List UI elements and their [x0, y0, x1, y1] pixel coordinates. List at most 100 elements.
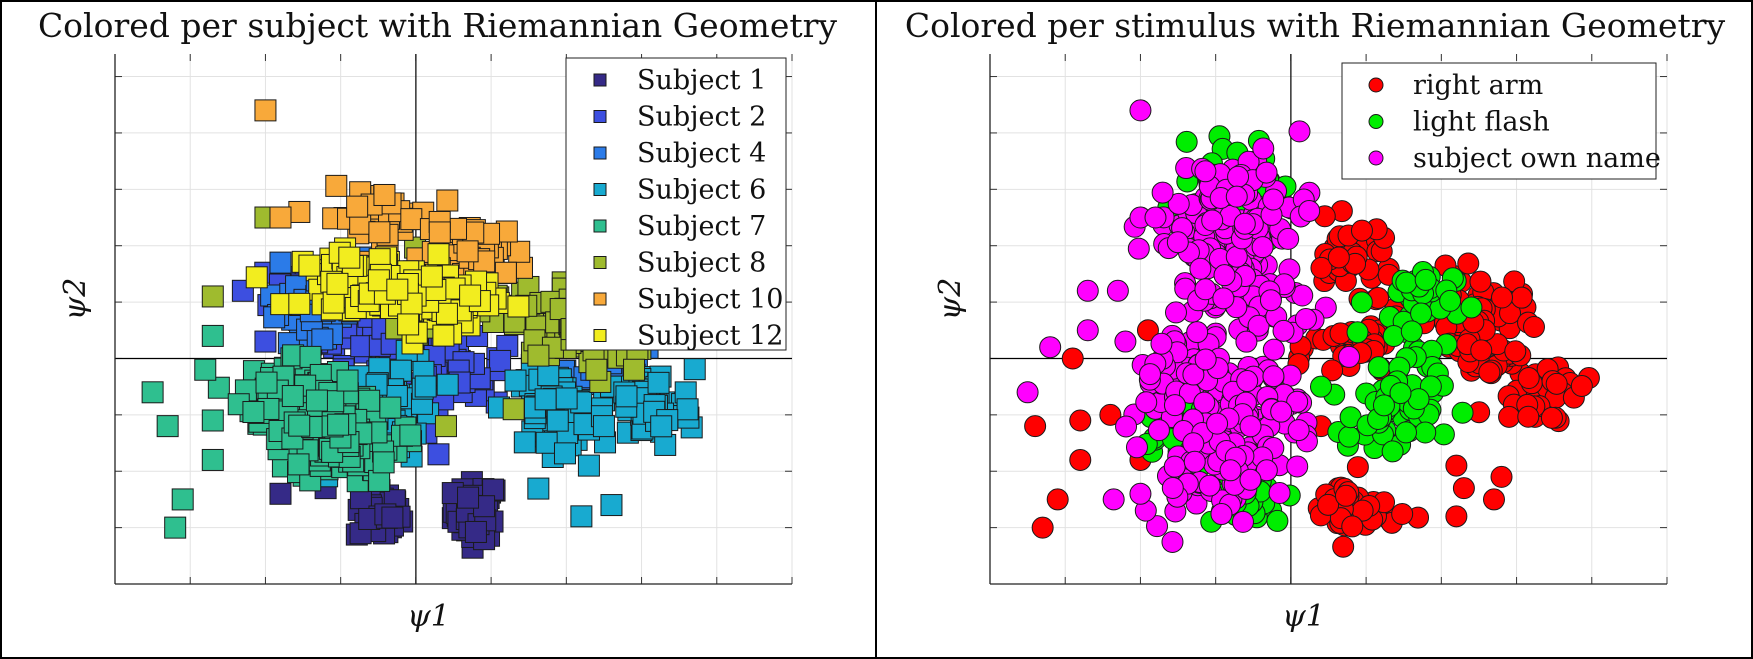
point-right-arm — [1498, 405, 1521, 428]
point-subject-own-name — [1114, 330, 1137, 353]
point-subject-6 — [513, 431, 536, 454]
point-subject-4 — [269, 251, 292, 274]
point-subject-own-name — [1270, 400, 1293, 423]
point-subject-own-name — [1039, 336, 1062, 359]
point-subject-own-name — [1129, 482, 1152, 505]
point-subject-10 — [325, 174, 348, 197]
point-subject-7 — [164, 516, 187, 539]
point-subject-own-name — [1225, 185, 1248, 208]
point-right-arm — [1504, 340, 1527, 363]
point-subject-6 — [570, 505, 593, 528]
point-light-flash — [1338, 425, 1361, 448]
legend-marker — [1368, 114, 1384, 129]
point-subject-1 — [269, 482, 292, 505]
point-subject-6 — [650, 415, 673, 438]
legend-marker — [1368, 77, 1384, 93]
point-subject-10 — [346, 195, 369, 218]
point-subject-7 — [194, 358, 217, 381]
point-subject-own-name — [1251, 236, 1274, 259]
point-subject-own-name — [1272, 319, 1295, 342]
point-subject-6 — [527, 477, 550, 500]
point-right-arm — [1490, 465, 1513, 488]
point-light-flash — [1394, 421, 1417, 444]
point-subject-own-name — [1239, 415, 1262, 438]
data-points — [141, 99, 706, 559]
point-light-flash — [1414, 421, 1437, 444]
legend-label: right arm — [1413, 70, 1543, 101]
point-subject-7 — [372, 451, 395, 474]
point-right-arm — [1469, 270, 1492, 293]
point-light-flash — [1460, 296, 1483, 319]
point-subject-10 — [269, 206, 292, 229]
point-right-arm — [1517, 405, 1540, 428]
point-subject-own-name — [1161, 530, 1184, 553]
point-subject-own-name — [1135, 391, 1158, 414]
point-subject-12 — [288, 292, 311, 315]
point-right-arm — [1046, 488, 1069, 511]
point-subject-2 — [254, 330, 277, 353]
point-subject-own-name — [1183, 450, 1206, 473]
point-right-arm — [1445, 454, 1468, 477]
point-subject-6 — [436, 373, 459, 396]
point-light-flash — [1367, 356, 1390, 379]
point-right-arm — [1470, 339, 1493, 362]
point-subject-4 — [311, 328, 334, 351]
point-subject-own-name — [1262, 365, 1285, 388]
point-light-flash — [1414, 268, 1437, 291]
point-right-arm — [1024, 415, 1047, 438]
point-subject-own-name — [1106, 279, 1129, 302]
point-subject-7 — [171, 488, 194, 511]
point-subject-own-name — [1163, 394, 1186, 417]
point-subject-own-name — [1186, 321, 1209, 344]
legend-label: light flash — [1413, 107, 1550, 138]
point-light-flash — [1266, 509, 1289, 532]
point-subject-own-name — [1163, 455, 1186, 478]
point-subject-own-name — [1255, 161, 1278, 184]
point-light-flash — [1381, 440, 1404, 463]
point-subject-own-name — [1288, 120, 1311, 143]
point-subject-own-name — [1147, 419, 1170, 442]
point-subject-own-name — [1161, 476, 1184, 499]
point-right-arm — [1334, 484, 1357, 507]
point-subject-own-name — [1129, 99, 1152, 122]
point-subject-own-name — [1139, 363, 1162, 386]
point-subject-own-name — [1286, 455, 1309, 478]
point-subject-own-name — [1227, 165, 1250, 188]
chart-title-left: Colored per subject with Riemannian Geom… — [37, 6, 838, 45]
point-subject-7 — [399, 424, 422, 447]
point-subject-own-name — [1262, 188, 1285, 211]
point-light-flash — [1400, 320, 1423, 343]
point-subject-own-name — [1182, 432, 1205, 455]
point-light-flash — [1439, 289, 1462, 312]
point-subject-own-name — [1125, 436, 1148, 459]
point-subject-12 — [245, 266, 268, 289]
point-subject-10 — [428, 221, 451, 244]
point-subject-6 — [683, 358, 706, 381]
point-subject-6 — [504, 369, 527, 392]
point-subject-own-name — [1252, 137, 1275, 160]
x-axis-label: ψ1 — [1282, 599, 1325, 634]
point-subject-own-name — [1294, 308, 1317, 330]
point-subject-own-name — [1287, 419, 1310, 442]
point-subject-own-name — [1166, 231, 1189, 254]
point-light-flash — [1309, 375, 1332, 398]
point-subject-own-name — [1219, 459, 1242, 482]
point-subject-own-name — [1210, 503, 1233, 526]
point-subject-own-name — [1338, 345, 1361, 368]
point-subject-6 — [600, 494, 623, 517]
point-subject-8 — [201, 285, 224, 308]
point-subject-own-name — [1206, 412, 1229, 435]
point-subject-7 — [327, 413, 350, 436]
point-subject-6 — [534, 388, 557, 411]
point-subject-own-name — [1212, 287, 1235, 310]
point-subject-own-name — [1150, 332, 1173, 355]
point-right-arm — [1545, 372, 1568, 395]
point-subject-own-name — [1164, 301, 1187, 324]
point-light-flash — [1175, 130, 1198, 153]
point-right-arm — [1570, 374, 1593, 397]
point-subject-6 — [546, 409, 569, 432]
point-subject-6 — [414, 375, 437, 398]
point-light-flash — [1432, 423, 1455, 446]
